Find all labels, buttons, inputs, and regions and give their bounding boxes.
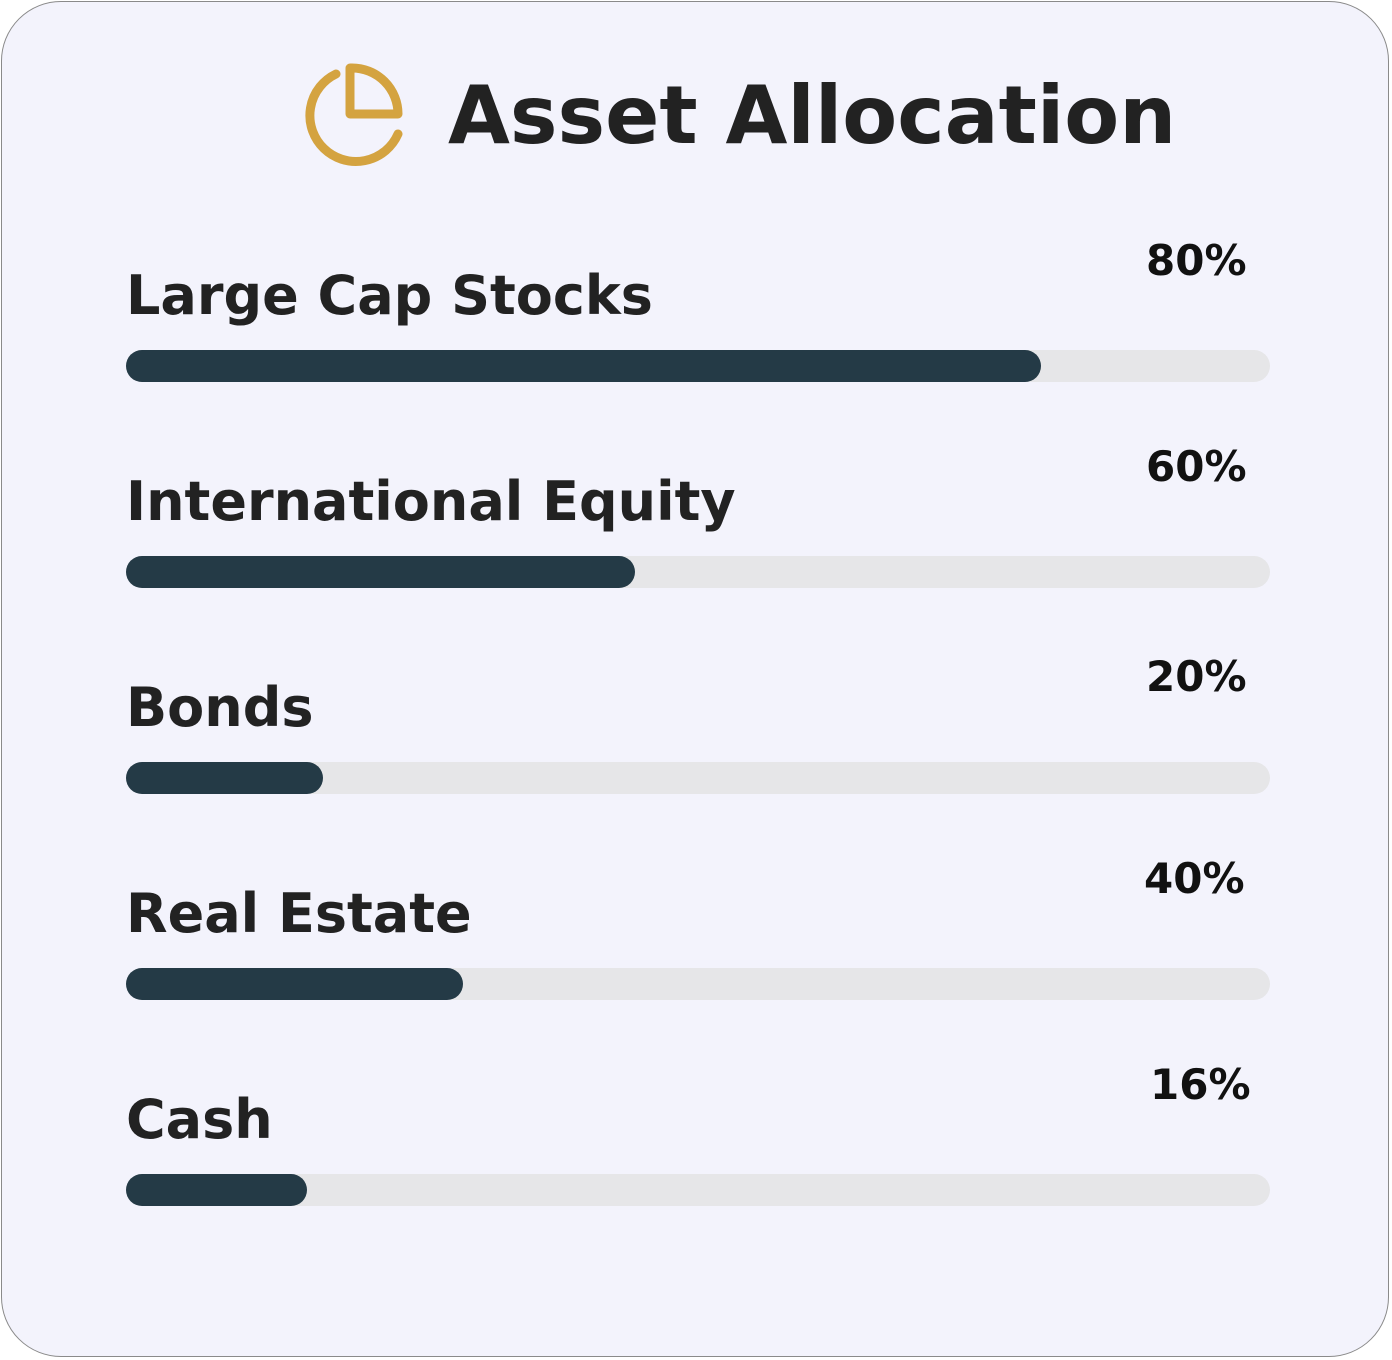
page-title: Asset Allocation — [448, 69, 1177, 162]
progress-fill — [126, 556, 635, 588]
allocation-label: Real Estate — [126, 882, 472, 945]
allocation-percent: 40% — [1144, 854, 1245, 903]
allocation-row-cash: Cash 16% — [126, 1060, 1270, 1248]
progress-track — [126, 350, 1270, 382]
allocation-row-bonds: Bonds 20% — [126, 652, 1270, 836]
allocation-row-real-estate: Real Estate 40% — [126, 854, 1270, 1042]
allocation-row-international-equity: International Equity 60% — [126, 442, 1270, 630]
progress-track — [126, 556, 1270, 588]
progress-track — [126, 1174, 1270, 1206]
allocation-label: International Equity — [126, 470, 736, 533]
allocation-label: Large Cap Stocks — [126, 264, 653, 327]
card-header: Asset Allocation — [2, 54, 1388, 174]
allocation-percent: 60% — [1146, 442, 1247, 491]
progress-track — [126, 762, 1270, 794]
pie-chart-icon — [305, 63, 403, 166]
allocation-percent: 80% — [1146, 236, 1247, 285]
allocation-row-large-cap-stocks: Large Cap Stocks 80% — [126, 236, 1270, 424]
allocation-percent: 16% — [1150, 1060, 1251, 1109]
allocation-label: Cash — [126, 1088, 273, 1151]
progress-fill — [126, 762, 323, 794]
progress-fill — [126, 968, 463, 1000]
progress-track — [126, 968, 1270, 1000]
progress-fill — [126, 350, 1041, 382]
progress-fill — [126, 1174, 307, 1206]
allocation-percent: 20% — [1146, 652, 1247, 701]
allocation-label: Bonds — [126, 676, 314, 739]
